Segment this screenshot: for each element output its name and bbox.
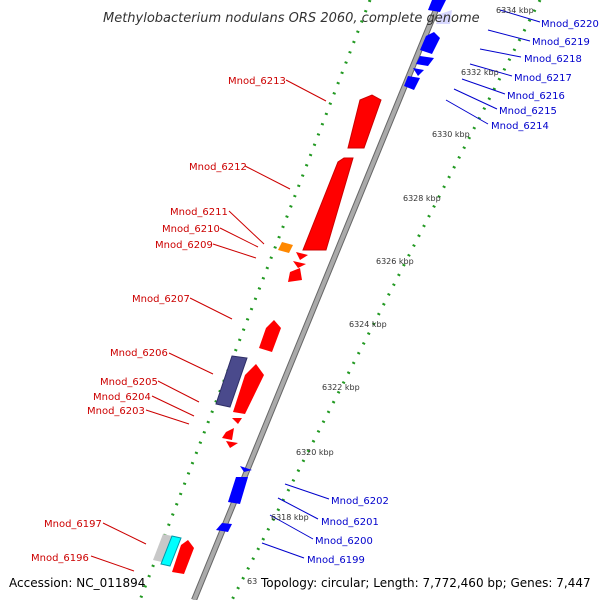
tick-6318: 6318 kbp: [271, 513, 309, 522]
tick-6326: 6326 kbp: [376, 257, 414, 266]
genome-backbone: [192, 0, 442, 600]
gene-mnod-6207[interactable]: [259, 320, 281, 352]
left-gene-labels: Mnod_6213 Mnod_6212 Mnod_6211 Mnod_6210 …: [31, 76, 286, 564]
tick-6332: 6332 kbp: [461, 68, 499, 77]
gene-mnod-6217[interactable]: [413, 68, 424, 76]
label-mnod-6201[interactable]: Mnod_6201: [321, 517, 379, 528]
gene-mnod-6203[interactable]: [226, 441, 238, 448]
right-leader-lines: [261, 9, 541, 559]
label-mnod-6203[interactable]: Mnod_6203: [87, 406, 145, 417]
gene-mnod-6202[interactable]: [240, 466, 252, 472]
accession-text: Accession: NC_011894: [9, 576, 145, 590]
gene-mnod-6209-a[interactable]: [293, 261, 306, 268]
tick-6328: 6328 kbp: [403, 194, 441, 203]
topology-text: Topology: circular; Length: 7,772,460 bp…: [260, 576, 591, 590]
gene-mnod-6205[interactable]: [233, 364, 264, 414]
feature-mnod-6206[interactable]: [215, 355, 248, 408]
kbp-ticks: 6334 kbp 6332 kbp 6330 kbp 6328 kbp 6326…: [247, 6, 534, 586]
gene-mnod-6216[interactable]: [404, 76, 420, 90]
gene-mnod-6219[interactable]: [420, 32, 440, 54]
label-mnod-6220[interactable]: Mnod_6220: [541, 19, 599, 30]
tick-6322: 6322 kbp: [322, 383, 360, 392]
tick-6334: 6334 kbp: [496, 6, 534, 15]
gene-mnod-6218[interactable]: [416, 56, 434, 66]
label-mnod-6205[interactable]: Mnod_6205: [100, 377, 158, 388]
gc-track-inner: [230, 0, 542, 600]
label-mnod-6209[interactable]: Mnod_6209: [155, 240, 213, 251]
gene-mnod-6212[interactable]: [302, 157, 354, 251]
tick-63: 63: [247, 577, 257, 586]
gene-mnod-6204[interactable]: [232, 418, 242, 424]
feature-grey[interactable]: [153, 534, 172, 562]
gene-mnod-6209[interactable]: [288, 268, 302, 282]
left-leader-lines: [90, 79, 327, 572]
label-mnod-6199[interactable]: Mnod_6199: [307, 555, 365, 566]
label-mnod-6211[interactable]: Mnod_6211: [170, 207, 228, 218]
map-title: Methylobacterium nodulans ORS 2060, comp…: [103, 11, 480, 26]
label-mnod-6210[interactable]: Mnod_6210: [162, 224, 220, 235]
label-mnod-6206[interactable]: Mnod_6206: [110, 348, 168, 359]
feature-mnod-6197[interactable]: [160, 535, 182, 567]
gene-mnod-6210[interactable]: [296, 252, 308, 260]
label-mnod-6218[interactable]: Mnod_6218: [524, 54, 582, 65]
label-mnod-6215[interactable]: Mnod_6215: [499, 106, 557, 117]
label-mnod-6204[interactable]: Mnod_6204: [93, 392, 151, 403]
label-mnod-6212[interactable]: Mnod_6212: [189, 162, 247, 173]
gene-mnod-6200[interactable]: [216, 523, 232, 532]
label-mnod-6219[interactable]: Mnod_6219: [532, 37, 590, 48]
label-mnod-6196[interactable]: Mnod_6196: [31, 553, 89, 564]
label-mnod-6216[interactable]: Mnod_6216: [507, 91, 565, 102]
label-mnod-6213[interactable]: Mnod_6213: [228, 76, 286, 87]
gene-mnod-6219[interactable]: [436, 10, 452, 24]
gene-mnod-6211[interactable]: [278, 242, 293, 253]
gene-mnod-6196[interactable]: [172, 540, 194, 574]
gene-mnod-6220[interactable]: [428, 0, 446, 12]
gene-mnod-6213[interactable]: [347, 94, 382, 149]
tick-6320: 6320 kbp: [296, 448, 334, 457]
label-mnod-6202[interactable]: Mnod_6202: [331, 496, 389, 507]
right-gene-labels: Mnod_6220 Mnod_6219 Mnod_6218 Mnod_6217 …: [307, 19, 599, 566]
label-mnod-6217[interactable]: Mnod_6217: [514, 73, 572, 84]
tick-6330: 6330 kbp: [432, 130, 470, 139]
gene-mnod-6203-a[interactable]: [222, 428, 234, 440]
gene-mnod-6201[interactable]: [228, 477, 248, 504]
label-mnod-6207[interactable]: Mnod_6207: [132, 294, 190, 305]
label-mnod-6200[interactable]: Mnod_6200: [315, 536, 373, 547]
label-mnod-6214[interactable]: Mnod_6214: [491, 121, 549, 132]
tick-6324: 6324 kbp: [349, 320, 387, 329]
label-mnod-6197[interactable]: Mnod_6197: [44, 519, 102, 530]
